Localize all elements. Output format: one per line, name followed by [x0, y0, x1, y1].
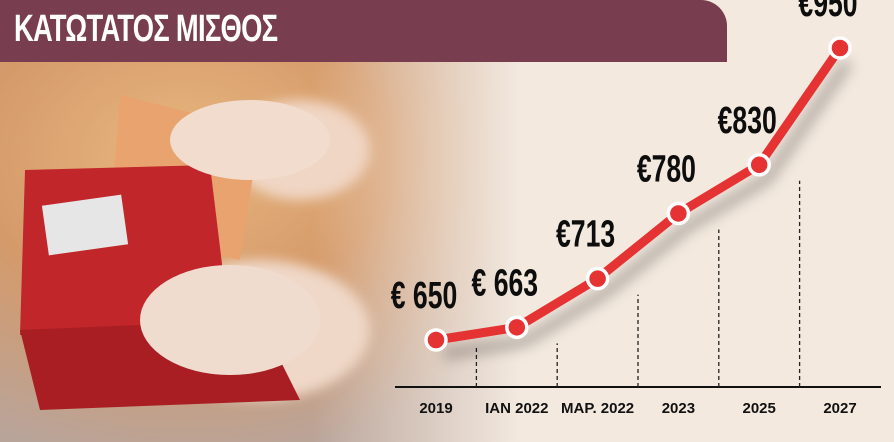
data-point	[505, 315, 529, 340]
data-label: € 650	[391, 273, 458, 316]
x-tick-label: 2025	[743, 400, 776, 417]
page-title: ΚΑΤΩΤΑΤΟΣ ΜΙΣΘΟΣ	[14, 8, 278, 50]
x-tick-label: ΙΑΝ 2022	[485, 400, 548, 417]
x-tick-label: 2019	[419, 400, 452, 417]
data-label: €950	[798, 0, 857, 24]
series-line	[435, 45, 844, 345]
x-tick-label: 2023	[662, 400, 695, 417]
line-shadow	[443, 59, 853, 359]
data-point	[424, 328, 448, 352]
data-label: € 663	[472, 261, 539, 304]
data-point	[585, 266, 610, 291]
data-point	[747, 153, 771, 177]
x-tick-label: ΜΑΡ. 2022	[561, 400, 634, 417]
data-point	[828, 36, 852, 60]
data-label: €780	[637, 147, 696, 190]
data-point	[666, 201, 691, 226]
data-label: €713	[556, 212, 615, 255]
data-label: €830	[718, 98, 777, 141]
x-tick-label: 2027	[823, 400, 856, 417]
title-banner: ΚΑΤΩΤΑΤΟΣ ΜΙΣΘΟΣ	[0, 0, 727, 62]
